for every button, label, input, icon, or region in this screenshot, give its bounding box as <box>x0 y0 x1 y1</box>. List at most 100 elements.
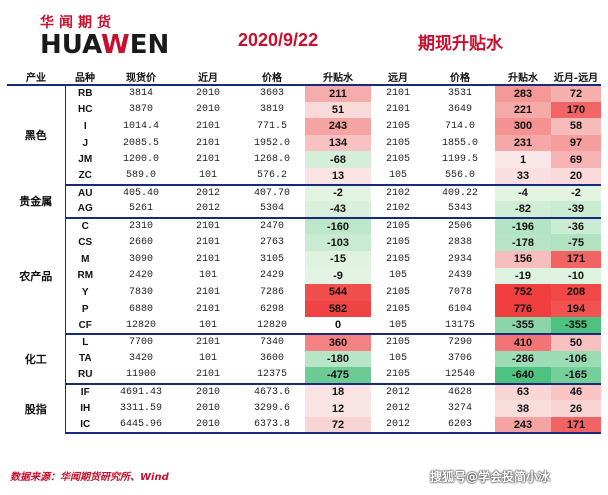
spot-price-cell: 2660 <box>128 237 153 249</box>
table-row: I 1014.4 2101 771.5 243 2105 714.0 300 58 <box>7 118 601 135</box>
variety-code-cell: M <box>81 253 90 265</box>
near-basis-cell: 544 <box>305 284 371 301</box>
near-price-cell: 771.5 <box>256 120 287 132</box>
far-month-cell: 2105 <box>385 337 410 349</box>
spread-cell: 170 <box>551 101 601 119</box>
near-price-cell: 576.2 <box>239 167 305 186</box>
near-basis-cell: -103 <box>305 234 371 251</box>
far-price-cell: 6203 <box>425 416 495 435</box>
near-month-cell: 101 <box>177 167 239 186</box>
table-row: 化工 L 7700 2101 7340 360 2105 7290 410 50 <box>7 333 601 384</box>
far-price-cell: 5343 <box>425 201 495 219</box>
far-price-cell: 7290 <box>447 337 472 349</box>
table-row: ZC 589.0 101 576.2 13 105 556.0 33 20 <box>7 167 601 186</box>
col-header-near-price: 价格 <box>239 68 305 86</box>
far-basis-cell: 221 <box>495 101 551 119</box>
near-month-cell: 2010 <box>195 104 220 116</box>
far-price-cell: 556.0 <box>425 167 495 186</box>
table-row: RU 11900 2101 12375 -475 2105 12540 -640 -165 <box>7 367 601 385</box>
variety-code-cell: CF <box>65 317 105 335</box>
spot-price-cell: 3420 <box>128 353 153 365</box>
near-price-cell: 5304 <box>239 201 305 219</box>
near-price-cell: 3819 <box>259 104 284 116</box>
far-price-cell: 7078 <box>447 286 472 298</box>
spot-price-cell: 4691.43 <box>119 386 162 398</box>
table-header-row: 产业 品种 现货价 近月 价格 升贴水 远月 价格 升贴水 近月-远月 <box>7 68 601 86</box>
variety-code-cell: AG <box>65 201 105 219</box>
near-basis-cell: 0 <box>305 317 371 335</box>
far-basis-cell: -286 <box>495 350 551 368</box>
near-price-cell: 1952.0 <box>253 137 290 149</box>
table-body: 黑色 RB 3814 2010 3603 211 2101 3531 283 72 HC 3870 20… <box>7 85 601 435</box>
report-title: 期现升贴水 <box>418 34 503 54</box>
near-month-cell: 2012 <box>177 201 239 219</box>
spot-price-cell: 6880 <box>128 303 153 315</box>
variety-code-cell: ZC <box>65 167 105 186</box>
spread-cell: 50 <box>551 333 601 351</box>
far-price-cell: 1199.5 <box>441 154 478 166</box>
spot-price-cell: 12820 <box>105 317 177 335</box>
far-month-cell: 2101 <box>385 88 410 100</box>
far-basis-cell: -640 <box>495 367 551 385</box>
far-basis-cell: 300 <box>495 118 551 135</box>
far-basis-cell: 231 <box>495 134 551 152</box>
far-month-cell: 2102 <box>385 187 410 199</box>
near-basis-cell: -160 <box>305 217 371 235</box>
near-basis-cell: 72 <box>305 416 371 435</box>
spread-cell: -36 <box>551 217 601 235</box>
near-price-cell: 2763 <box>259 237 284 249</box>
col-header-spot-price: 现货价 <box>105 68 177 86</box>
spot-price-cell: 6445.96 <box>105 416 177 435</box>
spread-cell: 72 <box>551 85 601 102</box>
variety-code-cell: JM <box>78 154 93 166</box>
far-price-cell: 3649 <box>447 104 472 116</box>
col-header-spread: 近月-远月 <box>551 68 601 86</box>
far-month-cell: 2105 <box>385 221 410 233</box>
variety-code-cell: IC <box>65 416 105 435</box>
variety-code-cell: RM <box>77 270 94 282</box>
spot-price-cell: 2310 <box>128 221 153 233</box>
variety-code-cell: J <box>82 137 89 149</box>
section-label: 黑色 <box>7 85 66 185</box>
data-source-note: 数据来源：华闻期货研究所、Wind <box>10 472 169 483</box>
far-month-cell: 2012 <box>371 416 425 435</box>
far-month-cell: 105 <box>371 317 425 335</box>
far-month-cell: 2102 <box>371 201 425 219</box>
far-basis-cell: 33 <box>495 167 551 186</box>
spread-cell: -39 <box>551 201 601 219</box>
col-header-far-month: 远月 <box>371 68 425 86</box>
near-price-cell: 407.70 <box>253 187 290 199</box>
near-basis-cell: 243 <box>305 118 371 135</box>
far-basis-cell: 1 <box>495 151 551 168</box>
variety-code-cell: IF <box>80 386 90 398</box>
report-date: 2020/9/22 <box>238 30 319 50</box>
near-month-cell: 2101 <box>195 137 220 149</box>
basis-table: 产业 品种 现货价 近月 价格 升贴水 远月 价格 升贴水 近月-远月 黑色 RB… <box>7 68 601 435</box>
near-basis-cell: -2 <box>305 184 371 202</box>
table-row: 贵金属 AU 405.40 2012 407.70 -2 2102 409.22 -4 -2 <box>7 184 601 218</box>
far-price-cell: 3274 <box>447 403 472 415</box>
report-header: 华闻期货 HUAWEN 2020/9/22 期现升贴水 <box>0 0 608 66</box>
far-basis-cell: -19 <box>495 267 551 285</box>
near-price-cell: 12375 <box>239 367 305 385</box>
spread-cell: 208 <box>551 284 601 301</box>
near-price-cell: 7340 <box>259 337 284 349</box>
far-price-cell: 4628 <box>447 386 472 398</box>
table-row: 股指 IF 4691.43 2010 4673.6 18 2012 4628 63 46 <box>7 383 601 434</box>
near-price-cell: 7286 <box>259 286 284 298</box>
spot-price-cell: 3311.59 <box>119 403 162 415</box>
near-month-cell: 101 <box>198 270 217 282</box>
far-month-cell: 2105 <box>385 253 410 265</box>
far-month-cell: 2012 <box>385 403 410 415</box>
far-basis-cell: 283 <box>495 85 551 102</box>
near-price-cell: 4673.6 <box>253 386 290 398</box>
far-basis-cell: -4 <box>495 184 551 202</box>
near-price-cell: 6298 <box>259 303 284 315</box>
table-row: Y 7830 2101 7286 544 2105 7078 752 208 <box>7 284 601 301</box>
col-header-far-basis: 升贴水 <box>495 68 551 86</box>
table-row: CF 12820 101 12820 0 105 13175 -355 -355 <box>7 317 601 335</box>
section-label: 股指 <box>7 383 66 434</box>
variety-code-cell: I <box>83 120 87 132</box>
near-basis-cell: 18 <box>305 383 371 401</box>
far-price-cell: 2439 <box>447 270 472 282</box>
